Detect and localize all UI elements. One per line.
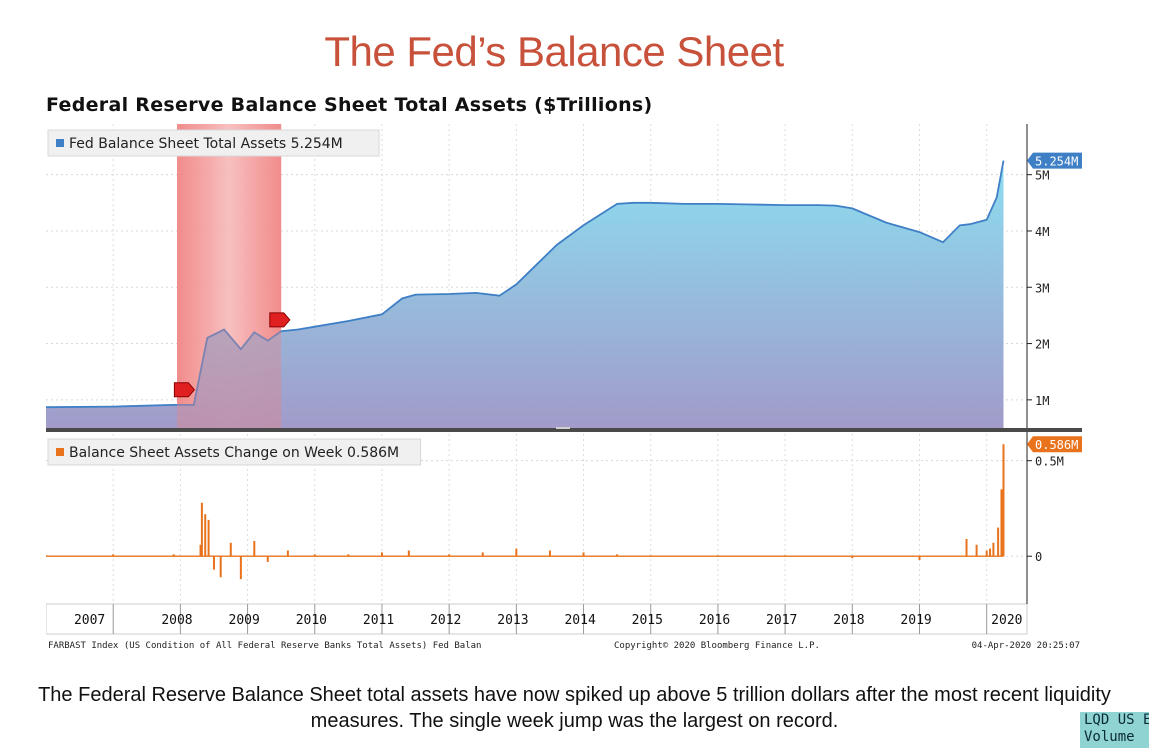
y-tick-label: 3M (1035, 281, 1049, 295)
x-tick-label: 2018 (833, 613, 864, 628)
total-assets-area (46, 160, 1004, 428)
ticker-line2: Volume (1084, 729, 1135, 745)
caption-text: The Federal Reserve Balance Sheet total … (38, 684, 1111, 732)
ticker-line1: LQD US E (1084, 712, 1149, 728)
caption: The Federal Reserve Balance Sheet total … (0, 682, 1149, 734)
text-layer: 1M 2M 3M 4M 5M 0 0.5M 5.254M 0.586M 2007 2008 2009 2… (48, 152, 1082, 651)
x-tick-label: 2010 (296, 613, 327, 628)
footer-source: FARBAST Index (US Condition of All Feder… (48, 641, 481, 651)
y-tick-label: 4M (1035, 225, 1049, 239)
legend-layer: Fed Balance Sheet Total Assets 5.254M Bal… (47, 129, 422, 466)
x-axis-band (46, 603, 1028, 635)
last-value-tag-change-shape (1027, 436, 1082, 453)
y-tick-label: 1M (1035, 394, 1049, 408)
x-tick-label: 2019 (900, 613, 931, 628)
y-tick-label: 5M (1035, 169, 1049, 183)
last-value-tag-assets-text: 5.254M (1035, 155, 1078, 169)
bloomberg-chart: Fed Balance Sheet Total Assets 5.254M Bal… (46, 124, 1082, 652)
legend-change-box (47, 438, 422, 466)
legend-assets-text: Fed Balance Sheet Total Assets 5.254M (69, 136, 343, 152)
ticker-box: LQD US E Volume (1080, 712, 1149, 748)
event-flag (173, 382, 196, 398)
axes-layer (46, 124, 1082, 604)
legend-change-swatch (56, 448, 64, 456)
x-tick-label: 2014 (564, 613, 595, 628)
last-value-tag-assets: 5.254M (1027, 152, 1082, 169)
event-flag (269, 312, 291, 328)
x-tick-label: 2015 (632, 613, 663, 628)
footer-timestamp: 04-Apr-2020 20:25:07 (972, 641, 1080, 651)
x-tick-label: 2007 (74, 613, 105, 628)
legend-change: Balance Sheet Assets Change on Week 0.58… (47, 438, 422, 466)
slide-title: The Fed’s Balance Sheet (324, 28, 784, 75)
x-tick-label: 2008 (161, 613, 192, 628)
x-tick-label: 2011 (363, 613, 394, 628)
y-tick-label: 0 (1035, 550, 1042, 564)
y-tick-label: 0.5M (1035, 455, 1064, 469)
panel-divider-handle (556, 427, 570, 429)
y-tick-label: 2M (1035, 338, 1049, 352)
x-tick-label: 2009 (229, 613, 260, 628)
total-assets-line (46, 160, 1005, 409)
x-tick-label: 2016 (699, 613, 730, 628)
total-assets-series (46, 124, 1005, 428)
legend-assets-swatch (56, 139, 64, 147)
last-value-tag-change-text: 0.586M (1035, 438, 1078, 452)
weekly-change-series (46, 444, 1005, 580)
legend-assets-box (47, 129, 380, 157)
last-value-tag-change: 0.586M (1027, 436, 1082, 452)
x-tick-label: 2020 (991, 613, 1022, 628)
recession-overlay (177, 124, 282, 428)
last-value-tag-assets-shape (1027, 152, 1082, 169)
chart-title: Federal Reserve Balance Sheet Total Asse… (46, 94, 653, 116)
chart-svg: Fed Balance Sheet Total Assets 5.254M Bal… (46, 124, 1082, 651)
x-tick-label: 2017 (766, 613, 797, 628)
legend-change-text: Balance Sheet Assets Change on Week 0.58… (69, 445, 399, 461)
x-tick-label: 2012 (430, 613, 461, 628)
x-tick-label: 2013 (497, 613, 528, 628)
legend-assets: Fed Balance Sheet Total Assets 5.254M (47, 129, 380, 157)
footer-copyright: Copyright© 2020 Bloomberg Finance L.P. (614, 641, 820, 651)
panel-divider (46, 428, 1082, 432)
